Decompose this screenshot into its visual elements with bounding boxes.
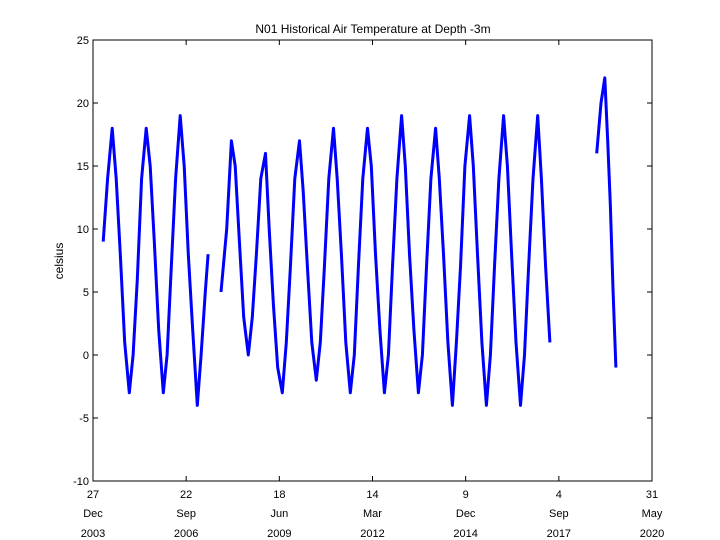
y-tick-label: 10 — [77, 224, 89, 236]
series-line-segment — [101, 114, 210, 407]
series-line-segment — [219, 114, 552, 407]
y-tick-label: 0 — [83, 350, 89, 362]
x-tick-year-label: 2017 — [547, 528, 571, 540]
x-tick-year-label: 2003 — [81, 528, 105, 540]
x-tick-day-label: 4 — [556, 489, 562, 501]
x-tick-day-label: 14 — [366, 489, 378, 501]
y-tick-label: 25 — [77, 35, 89, 47]
x-tick-day-label: 31 — [646, 489, 658, 501]
x-tick-month-label: Dec — [456, 508, 476, 520]
chart-title: N01 Historical Air Temperature at Depth … — [255, 22, 490, 36]
x-tick-year-label: 2014 — [453, 528, 477, 540]
x-tick-day-label: 22 — [180, 489, 192, 501]
x-tick-month-label: Jun — [270, 508, 288, 520]
x-axis: 27 Dec 2003 22 Sep 2006 18 Jun 2009 14 Mar 2012 9 Dec… — [81, 40, 664, 540]
y-tick-label: -10 — [73, 476, 89, 488]
y-tick-label: 15 — [77, 161, 89, 173]
x-tick-month-label: May — [642, 508, 663, 520]
y-tick-label: -5 — [79, 413, 89, 425]
y-axis: -10 -5 0 5 10 15 20 25 — [73, 35, 652, 488]
x-tick-month-label: Sep — [549, 508, 569, 520]
y-tick-label: 20 — [77, 98, 89, 110]
y-axis-label: celsius — [52, 243, 66, 280]
x-tick-year-label: 2020 — [640, 528, 664, 540]
plot-area — [101, 76, 618, 407]
x-tick-month-label: Mar — [363, 508, 382, 520]
x-tick-day-label: 18 — [273, 489, 285, 501]
x-tick-month-label: Sep — [176, 508, 196, 520]
x-tick-day-label: 9 — [463, 489, 469, 501]
x-tick-year-label: 2012 — [360, 528, 384, 540]
x-tick-day-label: 27 — [87, 489, 99, 501]
x-tick-year-label: 2009 — [267, 528, 291, 540]
series-line-segment — [595, 76, 618, 368]
x-tick-year-label: 2006 — [174, 528, 198, 540]
y-tick-label: 5 — [83, 287, 89, 299]
x-tick-month-label: Dec — [83, 508, 103, 520]
plot-frame — [92, 39, 653, 482]
